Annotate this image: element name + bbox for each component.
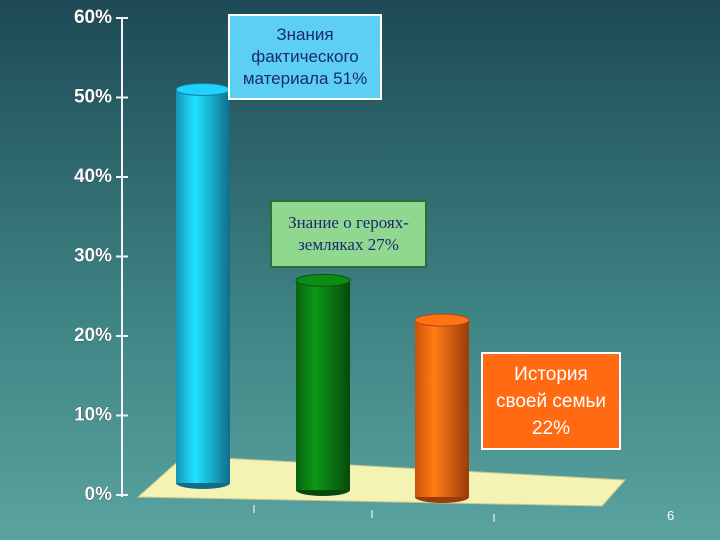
callout-text: Знание о героях-земляках 27% [276, 212, 421, 256]
category-label: Знание о героях-земляках [288, 213, 409, 254]
bar [415, 320, 469, 497]
chart-floor [136, 455, 627, 507]
category-label: История своей семьи [495, 363, 607, 412]
bar-top [414, 313, 470, 327]
page-number: 6 [667, 508, 675, 523]
value-label: 27% [367, 235, 399, 254]
bar [176, 89, 230, 484]
callout: Знания фактического материала 51% [228, 14, 382, 100]
bar-top [295, 273, 351, 287]
bar-top [175, 83, 231, 97]
bar [296, 280, 350, 490]
callout-text: История своей семьи 22% [487, 361, 615, 442]
callout: История своей семьи 22% [481, 352, 621, 450]
y-tick-label: 40% [74, 166, 112, 187]
y-tick-label: 10% [74, 405, 112, 426]
value-label: 22% [531, 417, 571, 439]
callout: Знание о героях-земляках 27% [270, 200, 427, 268]
value-label: 51% [333, 69, 368, 88]
y-tick-label: 30% [74, 246, 112, 267]
category-label: Знания фактического материала [242, 25, 359, 88]
y-tick-label: 0% [85, 484, 113, 505]
callout-text: Знания фактического материала 51% [234, 24, 376, 90]
y-tick-label: 20% [74, 325, 112, 346]
y-tick-label: 60% [74, 7, 112, 28]
y-tick-label: 50% [74, 87, 112, 108]
